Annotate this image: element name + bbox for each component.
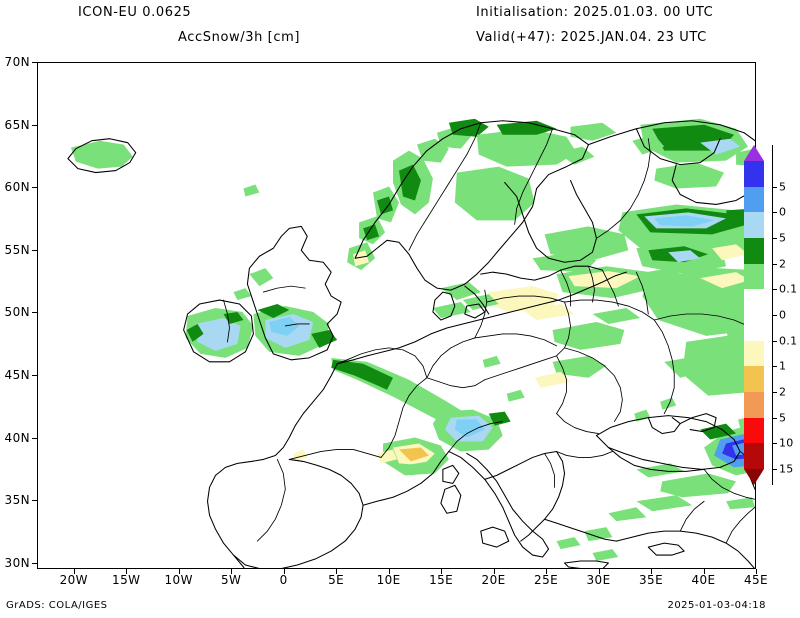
map-frame	[37, 62, 756, 569]
colorbar-tick-label: 1	[779, 359, 787, 373]
y-tick	[32, 562, 37, 564]
x-tick	[231, 569, 233, 574]
colorbar-tick-label: 15	[779, 462, 794, 476]
y-tick	[32, 124, 37, 126]
y-tick	[32, 437, 37, 439]
y-tick-label: 30N	[4, 555, 30, 570]
x-tick-label: 25E	[534, 573, 559, 587]
x-tick-label: 0	[279, 573, 288, 587]
model-title: ICON-EU 0.0625	[78, 5, 192, 20]
colorbar-tick-label: 0	[779, 205, 787, 219]
x-tick	[703, 569, 705, 574]
y-tick-label: 60N	[4, 180, 30, 195]
y-tick	[32, 62, 37, 63]
x-tick-label: 20W	[59, 573, 88, 587]
colorbar-band	[744, 289, 764, 316]
colorbar-bottom-arrow	[744, 469, 764, 485]
colorbar-tick	[772, 263, 777, 265]
colorbar-band	[744, 161, 764, 188]
y-tick-label: 45N	[4, 367, 30, 382]
colorbar-tick	[772, 340, 777, 342]
x-tick	[178, 569, 180, 574]
colorbar-band	[744, 443, 764, 470]
x-tick-label: 40E	[691, 573, 716, 587]
y-tick	[32, 500, 37, 502]
y-tick	[32, 187, 37, 189]
colorbar-band	[744, 263, 764, 290]
snow-shading-layer	[70, 118, 755, 562]
colorbar-band	[744, 392, 764, 419]
colorbar-tick	[772, 417, 777, 419]
y-tick-label: 40N	[4, 430, 30, 445]
x-tick	[756, 569, 757, 574]
colorbar-band	[744, 238, 764, 265]
initialisation-label: Initialisation: 2025.01.03. 00 UTC	[476, 5, 714, 20]
colorbar-tick	[772, 289, 777, 291]
x-tick	[493, 569, 495, 574]
x-tick-label: 5E	[328, 573, 345, 587]
y-tick-label: 55N	[4, 242, 30, 257]
colorbar-band	[744, 366, 764, 393]
colorbar-tick-label: 0.1	[779, 334, 798, 348]
x-tick-label: 20E	[481, 573, 506, 587]
colorbar-tick	[772, 443, 777, 445]
x-tick	[126, 569, 128, 574]
y-tick-label: 65N	[4, 117, 30, 132]
x-tick-label: 10E	[376, 573, 401, 587]
x-tick	[598, 569, 600, 574]
colorbar-band	[744, 340, 764, 367]
colorbar-tick-label: 5	[779, 411, 787, 425]
x-tick	[651, 569, 653, 574]
colorbar-tick-label: 5	[779, 180, 787, 194]
x-tick	[388, 569, 390, 574]
x-tick	[73, 569, 75, 574]
y-tick	[32, 249, 37, 251]
valid-time-label: Valid(+47): 2025.JAN.04. 23 UTC	[476, 30, 707, 45]
x-tick	[441, 569, 443, 574]
x-tick-label: 15E	[429, 573, 454, 587]
coastline-layer	[67, 120, 755, 568]
x-tick-label: 35E	[639, 573, 664, 587]
colorbar-tick-label: 10	[779, 436, 794, 450]
colorbar-band	[744, 186, 764, 213]
x-tick	[336, 569, 338, 574]
y-tick-label: 50N	[4, 305, 30, 320]
colorbar-tick	[772, 366, 777, 368]
colorbar-bands	[744, 161, 764, 470]
colorbar-band	[744, 417, 764, 444]
x-tick-label: 5W	[221, 573, 242, 587]
x-tick	[283, 569, 285, 574]
field-title: AccSnow/3h [cm]	[178, 30, 301, 45]
y-tick	[32, 374, 37, 376]
x-tick	[546, 569, 548, 574]
colorbar-top-arrow	[744, 145, 764, 161]
colorbar-tick	[772, 186, 777, 188]
colorbar-tick	[772, 392, 777, 393]
colorbar-tick-label: 0	[779, 308, 787, 322]
map-canvas	[38, 63, 755, 568]
colorbar-tick	[772, 315, 777, 316]
x-tick-label: 10W	[164, 573, 193, 587]
x-tick-label: 45E	[743, 573, 769, 587]
colorbar-band	[744, 212, 764, 239]
y-tick-label: 35N	[4, 493, 30, 508]
y-tick	[32, 312, 37, 314]
colorbar-tick	[772, 238, 777, 239]
colorbar-band	[744, 315, 764, 342]
colorbar-tick-label: 5	[779, 231, 787, 245]
y-tick-label: 70N	[4, 55, 30, 69]
colorbar-tick	[772, 212, 777, 214]
render-timestamp: 2025-01-03-04:18	[667, 600, 766, 611]
x-tick-label: 15W	[112, 573, 141, 587]
x-tick-label: 30E	[586, 573, 611, 587]
colorbar-tick	[772, 469, 777, 470]
grads-credit: GrADS: COLA/IGES	[6, 600, 108, 611]
colorbar-tick-label: 0.1	[779, 282, 798, 296]
colorbar-tick-label: 2	[779, 257, 787, 271]
colorbar[interactable]	[744, 145, 764, 485]
colorbar-tick-label: 2	[779, 385, 787, 399]
